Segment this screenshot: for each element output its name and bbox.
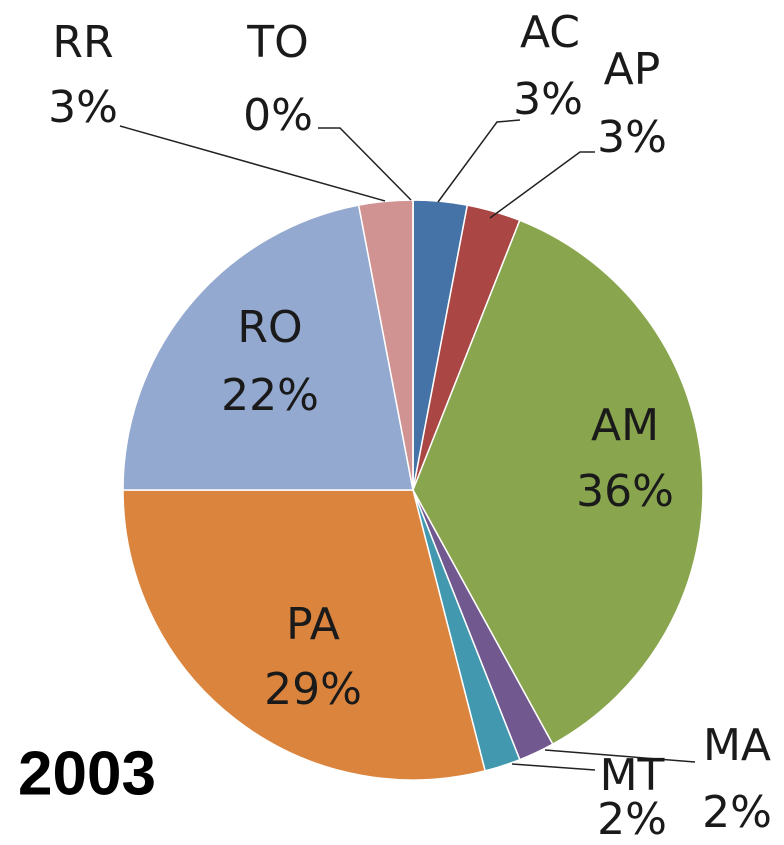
- slice-value-label: 3%: [513, 74, 583, 125]
- chart-title: 2003: [18, 739, 156, 808]
- pie-slice: [412, 219, 704, 746]
- slices: [122, 199, 704, 781]
- slice-value-label: 3%: [597, 112, 667, 163]
- leader-line: [544, 749, 696, 763]
- slice-value-label: 36%: [576, 466, 674, 517]
- slice-value-label: 0%: [243, 90, 313, 141]
- slice-value-label: 2%: [702, 787, 772, 838]
- leader-line: [489, 151, 595, 219]
- slice-label: MT: [600, 750, 665, 801]
- slice-label: TO: [246, 17, 309, 68]
- slice-label: AM: [591, 400, 659, 451]
- slice-value-label: 29%: [264, 664, 362, 715]
- leader-line: [119, 125, 386, 202]
- slice-value-label: 3%: [48, 82, 118, 133]
- slice-label: RO: [237, 302, 302, 353]
- slice-label: AP: [604, 44, 661, 95]
- slice-label: PA: [286, 599, 340, 650]
- leader-line: [318, 127, 412, 201]
- leader-line: [511, 763, 596, 771]
- pie-slice: [122, 489, 487, 781]
- pie-slice: [122, 204, 414, 491]
- slice-label: AC: [520, 7, 580, 58]
- leader-lines: [119, 119, 696, 771]
- slice-label: MA: [703, 720, 771, 771]
- leader-line: [437, 119, 521, 203]
- slice-label: RR: [52, 17, 113, 68]
- slice-value-label: 2%: [597, 794, 667, 845]
- slice-value-label: 22%: [221, 370, 319, 421]
